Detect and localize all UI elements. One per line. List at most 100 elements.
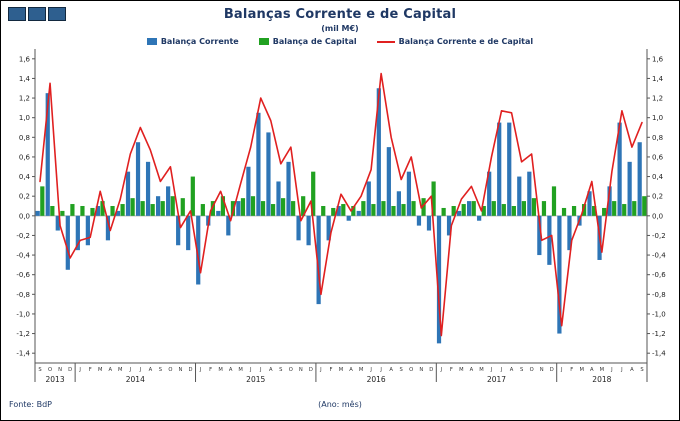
svg-text:S: S	[640, 367, 643, 373]
x-axis-caption: (Ano: mês)	[318, 400, 362, 409]
svg-text:-1,4: -1,4	[16, 350, 30, 358]
svg-text:N: N	[540, 367, 544, 373]
svg-text:N: N	[299, 367, 303, 373]
svg-text:0,8: 0,8	[652, 134, 663, 142]
chart-legend: Balança Corrente Balança de Capital Bala…	[1, 37, 679, 46]
svg-text:J: J	[249, 367, 252, 373]
svg-text:A: A	[630, 367, 634, 373]
svg-text:J: J	[379, 367, 382, 373]
svg-text:1,6: 1,6	[19, 55, 31, 63]
svg-text:M: M	[218, 367, 222, 373]
svg-text:0,6: 0,6	[652, 153, 664, 161]
svg-text:A: A	[389, 367, 393, 373]
svg-text:D: D	[189, 367, 193, 373]
svg-text:M: M	[479, 367, 483, 373]
svg-text:J: J	[259, 367, 262, 373]
legend-label: Balança Corrente e de Capital	[398, 37, 534, 46]
legend-item-balanca-de-capital: Balança de Capital	[258, 37, 357, 46]
svg-text:J: J	[620, 367, 623, 373]
svg-text:A: A	[349, 367, 353, 373]
chart-subtitle: (mil M€)	[321, 24, 359, 33]
svg-text:-1,2: -1,2	[16, 330, 30, 338]
svg-text:M: M	[600, 367, 604, 373]
svg-text:J: J	[500, 367, 503, 373]
svg-text:-0,4: -0,4	[16, 252, 30, 260]
svg-text:N: N	[419, 367, 423, 373]
svg-text:M: M	[238, 367, 242, 373]
logo-square-icon	[48, 7, 66, 21]
svg-text:2014: 2014	[126, 375, 145, 384]
svg-text:D: D	[550, 367, 554, 373]
svg-text:J: J	[199, 367, 202, 373]
svg-text:0,6: 0,6	[19, 153, 31, 161]
svg-text:S: S	[279, 367, 282, 373]
logo-square-icon	[8, 7, 26, 21]
svg-text:J: J	[610, 367, 613, 373]
svg-text:2016: 2016	[367, 375, 386, 384]
svg-text:1,4: 1,4	[652, 75, 664, 83]
svg-text:A: A	[510, 367, 514, 373]
svg-text:0,0: 0,0	[19, 212, 30, 220]
svg-text:1,2: 1,2	[19, 95, 30, 103]
svg-text:0,2: 0,2	[19, 193, 30, 201]
svg-text:J: J	[129, 367, 132, 373]
svg-text:D: D	[429, 367, 433, 373]
svg-text:-1,0: -1,0	[652, 310, 666, 318]
svg-text:D: D	[68, 367, 72, 373]
svg-text:2013: 2013	[46, 375, 65, 384]
svg-text:-0,8: -0,8	[16, 291, 30, 299]
svg-text:F: F	[89, 367, 92, 373]
svg-text:J: J	[369, 367, 372, 373]
svg-text:F: F	[329, 367, 332, 373]
svg-text:J: J	[490, 367, 493, 373]
svg-text:O: O	[530, 367, 534, 373]
svg-text:A: A	[269, 367, 273, 373]
svg-text:S: S	[159, 367, 162, 373]
svg-text:-0,2: -0,2	[652, 232, 666, 240]
svg-text:0,4: 0,4	[19, 173, 31, 181]
legend-item-balanca-corrente-e-de-capital: Balança Corrente e de Capital	[376, 37, 534, 46]
svg-text:M: M	[359, 367, 363, 373]
svg-text:1,2: 1,2	[652, 95, 663, 103]
svg-text:2017: 2017	[487, 375, 506, 384]
legend-label: Balança de Capital	[272, 37, 357, 46]
legend-label: Balança Corrente	[160, 37, 239, 46]
logo-square-icon	[28, 7, 46, 21]
svg-text:-0,4: -0,4	[652, 252, 666, 260]
svg-text:A: A	[229, 367, 233, 373]
svg-text:O: O	[409, 367, 413, 373]
svg-text:M: M	[98, 367, 102, 373]
svg-text:-0,6: -0,6	[652, 271, 666, 279]
chart-title: Balanças Corrente e de Capital	[223, 7, 457, 22]
svg-text:-1,2: -1,2	[652, 330, 666, 338]
svg-text:0,4: 0,4	[652, 173, 664, 181]
svg-text:A: A	[149, 367, 153, 373]
svg-text:J: J	[319, 367, 322, 373]
svg-text:1,0: 1,0	[652, 114, 663, 122]
green-bar-swatch-icon	[258, 38, 269, 45]
logo-squares-icon	[8, 7, 66, 21]
svg-text:-1,0: -1,0	[16, 310, 30, 318]
svg-text:J: J	[78, 367, 81, 373]
svg-text:J: J	[139, 367, 142, 373]
svg-text:-0,6: -0,6	[16, 271, 30, 279]
svg-text:A: A	[470, 367, 474, 373]
blue-bar-swatch-icon	[146, 38, 157, 45]
svg-text:M: M	[339, 367, 343, 373]
svg-text:1,0: 1,0	[19, 114, 30, 122]
svg-text:-1,4: -1,4	[652, 350, 666, 358]
svg-text:2015: 2015	[246, 375, 265, 384]
svg-text:F: F	[209, 367, 212, 373]
svg-text:N: N	[179, 367, 183, 373]
svg-text:S: S	[38, 367, 41, 373]
svg-text:F: F	[450, 367, 453, 373]
svg-text:S: S	[400, 367, 403, 373]
svg-text:N: N	[58, 367, 62, 373]
svg-text:O: O	[289, 367, 293, 373]
svg-text:0,2: 0,2	[652, 193, 663, 201]
svg-text:2018: 2018	[592, 375, 611, 384]
legend-item-balanca-corrente: Balança Corrente	[146, 37, 239, 46]
svg-text:A: A	[108, 367, 112, 373]
